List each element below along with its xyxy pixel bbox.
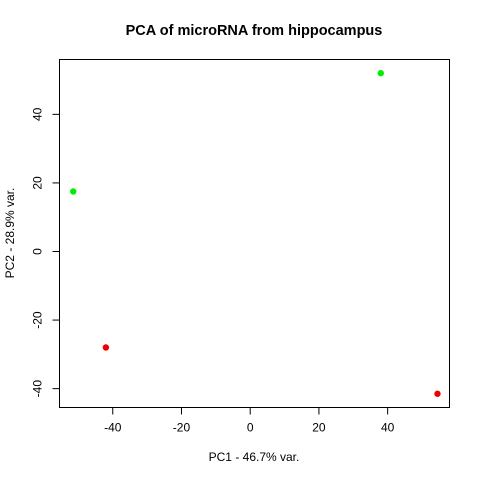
y-tick-label: -20 [31,311,45,329]
chart-title: PCA of microRNA from hippocampus [126,23,383,39]
x-tick-label: -40 [104,421,122,435]
x-tick-label: 20 [312,421,326,435]
plot-area [59,59,450,408]
y-axis-label: PC2 - 28.9% var. [3,188,17,279]
x-tick-label: -20 [173,421,191,435]
scatter-point [434,390,441,397]
y-axis: -40 -20 0 20 40 [31,107,60,397]
scatter-point [102,344,110,351]
scatter-point [70,188,77,195]
data-points [70,70,441,397]
y-tick-label: 0 [31,248,45,255]
scatter-point [377,70,384,77]
y-tick-label: 40 [31,107,45,121]
y-tick-label: 20 [31,176,45,190]
y-tick-label: -40 [31,380,45,398]
x-tick-label: 40 [381,421,395,435]
x-axis: -40 -20 0 20 40 [104,407,395,435]
x-tick-label: 0 [247,421,254,435]
x-axis-label: PC1 - 46.7% var. [209,450,300,464]
